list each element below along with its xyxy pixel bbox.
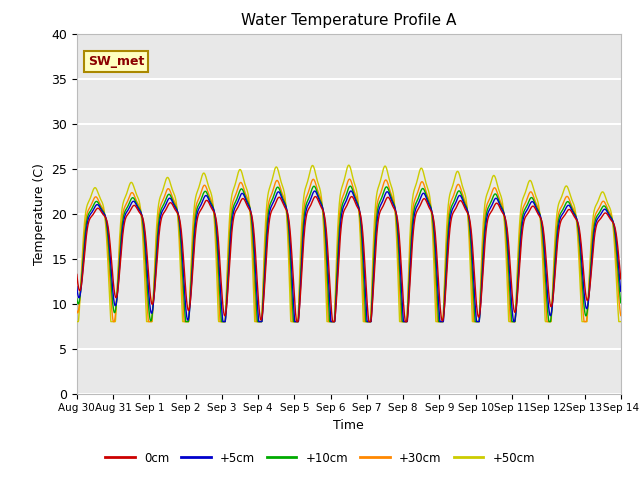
Y-axis label: Temperature (C): Temperature (C) — [33, 163, 45, 264]
Legend: 0cm, +5cm, +10cm, +30cm, +50cm: 0cm, +5cm, +10cm, +30cm, +50cm — [100, 447, 540, 469]
X-axis label: Time: Time — [333, 419, 364, 432]
Title: Water Temperature Profile A: Water Temperature Profile A — [241, 13, 456, 28]
Text: SW_met: SW_met — [88, 55, 144, 68]
